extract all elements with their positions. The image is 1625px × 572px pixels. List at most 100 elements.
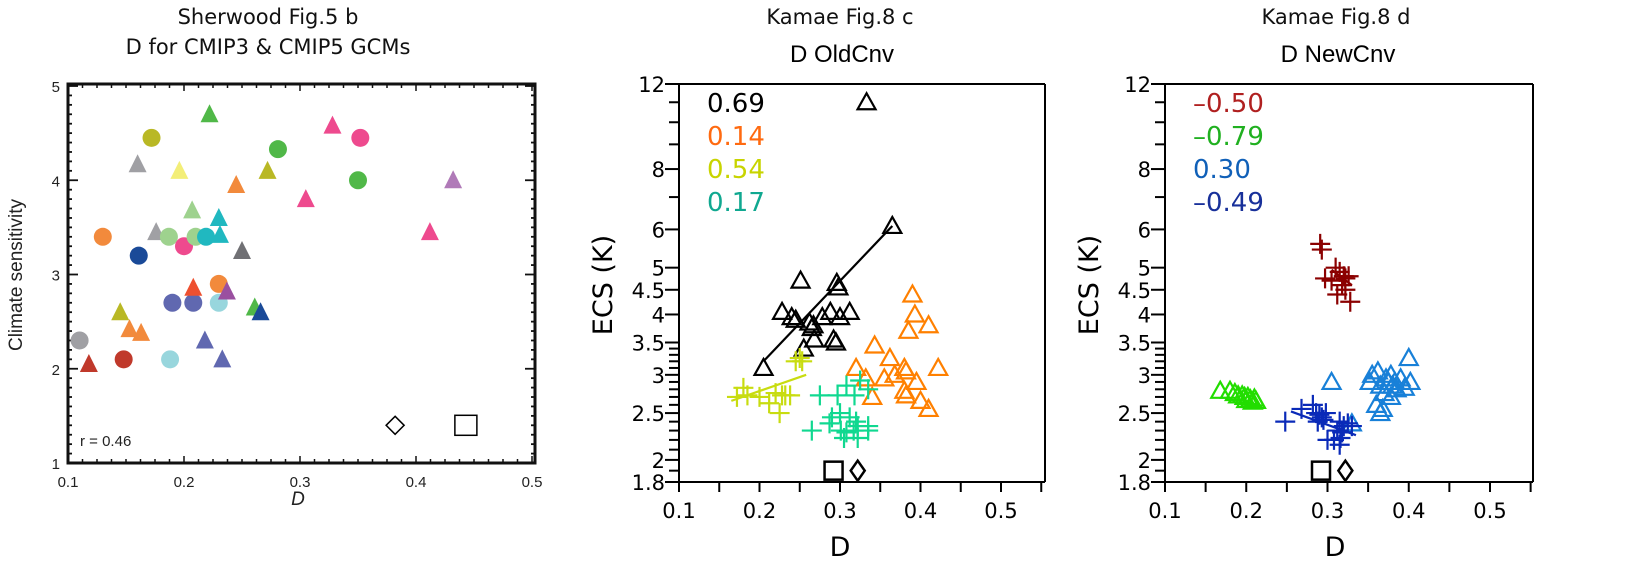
chart1-point-triangle — [217, 281, 236, 300]
chart3-point-square — [1310, 460, 1332, 481]
chart2-point-orange — [893, 379, 916, 399]
chart1-point-circle — [349, 171, 367, 190]
chart2-point-teal — [844, 385, 865, 406]
chart1-ytick-label: 2 — [52, 362, 60, 379]
chart1-point-circle — [197, 227, 216, 246]
chart3-ytick-label: 8 — [1138, 158, 1151, 182]
chart2-xlabel: D — [830, 532, 851, 563]
chart1-point-triangle — [128, 154, 147, 173]
chart3-ytick-label: 4 — [1138, 303, 1151, 327]
chart2-point-orange — [863, 334, 886, 354]
chart2-point-yellowgreen — [780, 385, 801, 406]
chart1-xlabel: D — [291, 489, 305, 510]
chart2-point-orange — [883, 363, 906, 383]
chart1-point-circle — [161, 350, 180, 369]
chart2-point-black — [803, 328, 826, 348]
chart2-xtick-label: 0.1 — [662, 499, 695, 523]
chart3-title: Kamae Fig.8 d — [1262, 5, 1411, 29]
chart3-point-navy — [1315, 403, 1336, 424]
chart3-point-darkred — [1340, 291, 1361, 312]
chart1-point-triangle — [120, 319, 139, 338]
chart1-point-square — [454, 414, 478, 437]
chart1-subtitle: D for CMIP3 & CMIP5 GCMs — [126, 35, 411, 59]
chart1-point-circle — [351, 128, 370, 147]
chart2-point-yellowgreen — [737, 385, 758, 406]
chart2-xtick-label: 0.3 — [823, 499, 856, 523]
chart3-point-diamond — [1336, 458, 1354, 483]
chart2-title: Kamae Fig.8 c — [766, 5, 913, 29]
chart2-point-orange — [909, 389, 932, 409]
chart1-point-triangle — [184, 277, 203, 296]
chart3-ytick-label: 12 — [1124, 73, 1151, 97]
chart1-frame — [66, 82, 537, 465]
chart3-point-lightblue — [1361, 363, 1384, 383]
chart3-ytick-label: 2 — [1138, 449, 1151, 473]
chart1-point-circle — [93, 227, 112, 246]
chart3-point-green — [1241, 390, 1264, 410]
chart2-point-black — [855, 91, 878, 111]
chart1-point-triangle — [111, 302, 130, 321]
chart2-point-orange — [873, 367, 896, 387]
chart3-ytick-label: 2.5 — [1118, 402, 1151, 426]
chart1-point-circle — [114, 350, 133, 369]
chart1-xtick-label: 0.2 — [174, 474, 195, 491]
chart2-point-orange — [854, 367, 877, 387]
chart2-point-orange — [927, 356, 950, 377]
chart1-point-circle — [70, 331, 89, 350]
chart2-point-yellowgreen — [726, 386, 747, 407]
chart1-point-triangle — [210, 224, 229, 243]
chart1-point-circle — [129, 246, 148, 265]
chart2-point-orange — [917, 397, 940, 418]
chart3-xtick-label: 0.1 — [1148, 499, 1181, 523]
chart2-ytick-label: 8 — [652, 158, 665, 182]
chart3-xtick-label: 0.4 — [1392, 499, 1425, 523]
chart1-ytick-label: 1 — [52, 456, 60, 473]
chart2-point-black — [811, 305, 834, 326]
chart2-point-teal — [858, 379, 879, 400]
chart1-xtick-label: 0.3 — [290, 474, 311, 491]
chart2-point-teal — [847, 428, 868, 449]
chart2-ytick-label: 4 — [652, 303, 665, 327]
chart1-point-circle — [184, 293, 203, 312]
chart2-point-black — [827, 276, 850, 296]
chart3-point-lightblue — [1397, 346, 1420, 367]
chart2-point-orange — [897, 319, 920, 339]
chart2-point-teal — [850, 370, 871, 391]
chart3-point-navy — [1307, 411, 1328, 432]
chart3-point-navy — [1291, 398, 1312, 419]
chart3-point-lightblue — [1393, 376, 1416, 396]
chart1-point-triangle — [132, 322, 151, 341]
chart1-point-triangle — [233, 240, 251, 259]
chart3-point-darkred — [1310, 233, 1331, 254]
chart1-xtick-label: 0.1 — [58, 474, 79, 491]
chart1-point-diamond — [385, 415, 406, 436]
chart1-plot: 0.1 0.2 0.3 0.4 0.5 1 2 3 4 5 — [52, 79, 543, 491]
chart2-ytick-label: 6 — [652, 218, 665, 242]
chart3-point-darkred — [1327, 284, 1348, 305]
chart2-point-black — [881, 214, 904, 235]
chart2-ytick-label: 3.5 — [632, 331, 665, 355]
chart1-point-triangle — [258, 160, 277, 179]
chart1-ytick-label: 4 — [52, 173, 60, 190]
chart3-point-navy — [1329, 434, 1350, 455]
chart2-ytick-label: 3 — [652, 364, 665, 388]
chart3-xlabel: D — [1325, 532, 1346, 563]
chart1-xtick-label: 0.4 — [406, 474, 427, 491]
chart3-point-darkred — [1311, 239, 1332, 260]
chart1-point-circle — [209, 274, 228, 293]
chart2-point-black — [789, 269, 812, 289]
chart1-point-triangle — [251, 302, 270, 321]
chart3-xtick-label: 0.2 — [1230, 499, 1263, 523]
chart2-ytick-label: 2 — [652, 449, 665, 473]
chart2-subtitle: D OldCnv — [790, 41, 894, 68]
chart2-point-yellowgreen — [759, 393, 780, 414]
chart2-correlation-label: 0.69 — [707, 89, 765, 119]
chart2-point-black — [752, 356, 775, 377]
chart3-xtick-label: 0.5 — [1473, 499, 1506, 523]
chart3-point-darkred — [1332, 275, 1353, 296]
chart2-ylabel: ECS (K) — [588, 235, 619, 335]
chart2-point-teal — [846, 411, 867, 432]
chart3-point-lightblue — [1366, 360, 1389, 380]
chart1-point-triangle — [444, 170, 463, 189]
